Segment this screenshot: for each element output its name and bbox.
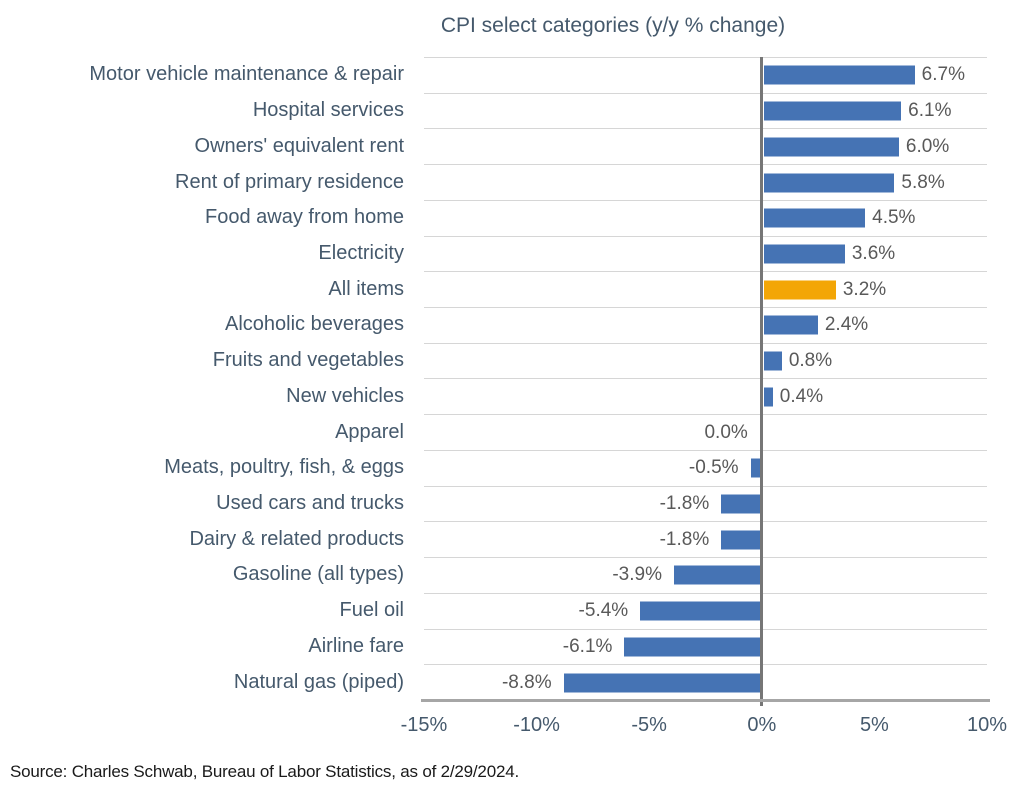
bar: [763, 351, 782, 371]
value-label: 6.7%: [921, 64, 965, 86]
zero-axis-line: [760, 57, 763, 706]
bar-row: -3.9%: [424, 557, 987, 593]
category-label: Used cars and trucks: [216, 491, 404, 514]
plot-area: 6.7% 6.1% 6.0% 5.8% 4.5% 3.6% 3.2% 2.4% 0.8% 0.4%…: [424, 57, 987, 700]
bar: [750, 458, 762, 478]
value-label: -6.1%: [562, 635, 613, 657]
bar: [640, 601, 762, 621]
value-label: 2.4%: [824, 314, 869, 336]
x-tick-label: -15%: [400, 714, 448, 736]
value-label: -8.8%: [501, 671, 552, 693]
bar-row: 3.2%: [424, 271, 987, 307]
bar: [721, 494, 762, 514]
bar: [763, 137, 899, 157]
bar-highlight: [763, 280, 836, 300]
value-label: -0.5%: [688, 457, 739, 479]
category-label: Fuel oil: [339, 599, 404, 622]
bar-row: -8.8%: [424, 664, 987, 700]
bar-row: 3.6%: [424, 235, 987, 272]
value-label: -1.8%: [659, 528, 710, 550]
x-tick-label: 5%: [859, 714, 889, 736]
value-label: 0.0%: [704, 421, 748, 443]
category-label: Rent of primary residence: [175, 170, 404, 193]
category-label: Motor vehicle maintenance & repair: [89, 63, 404, 86]
bar-row: 4.5%: [424, 199, 987, 236]
value-label: 0.8%: [788, 350, 833, 372]
bar-row: -1.8%: [424, 521, 987, 557]
bar-row: 2.4%: [424, 307, 987, 343]
value-label: -3.9%: [612, 564, 662, 586]
category-label: All items: [328, 277, 404, 300]
bar: [763, 208, 866, 228]
category-label: Airline fare: [308, 634, 404, 657]
chart-title: CPI select categories (y/y % change): [440, 14, 786, 37]
bar-row: 0.4%: [424, 378, 987, 414]
bar-row: -5.4%: [424, 592, 987, 629]
bar-row: 6.1%: [424, 92, 987, 129]
bar-row: -1.8%: [424, 485, 987, 522]
x-tick-label: 0%: [747, 714, 777, 736]
category-label: Meats, poultry, fish, & eggs: [164, 456, 404, 479]
category-label: Gasoline (all types): [232, 563, 404, 586]
bar: [763, 173, 895, 193]
category-label: Natural gas (piped): [233, 670, 404, 693]
x-tick-label: -5%: [631, 714, 667, 736]
bar-row: -0.5%: [424, 449, 987, 486]
bar-row: 6.0%: [424, 128, 987, 164]
value-label: 3.2%: [842, 278, 887, 300]
bar: [763, 244, 845, 264]
category-label: Alcoholic beverages: [225, 313, 404, 336]
value-label: 3.6%: [851, 242, 896, 264]
category-label: Fruits and vegetables: [212, 349, 404, 372]
bar: [721, 530, 762, 550]
category-label: Dairy & related products: [189, 527, 404, 550]
bar: [763, 101, 902, 121]
bar: [763, 315, 818, 335]
value-label: 0.4%: [779, 385, 824, 407]
category-label: Apparel: [335, 420, 404, 443]
category-label: Electricity: [318, 241, 404, 264]
x-tick-label: 10%: [966, 714, 1008, 736]
bar: [624, 637, 762, 657]
value-label: 6.0%: [905, 135, 950, 157]
value-label: 5.8%: [901, 171, 945, 193]
bar: [763, 387, 773, 407]
value-label: -5.4%: [578, 600, 629, 622]
category-label: Food away from home: [205, 206, 404, 229]
value-label: -1.8%: [659, 492, 710, 514]
bar: [673, 565, 762, 585]
category-label: Owners' equivalent rent: [194, 134, 404, 157]
value-label: 6.1%: [908, 100, 952, 122]
bar: [763, 65, 915, 85]
value-label: 4.5%: [872, 207, 916, 229]
x-axis-line: [421, 699, 990, 702]
bar: [563, 673, 762, 693]
category-label: New vehicles: [286, 384, 404, 407]
bar-row: 6.7%: [424, 57, 987, 93]
bar-row: -6.1%: [424, 628, 987, 665]
x-tick-label: -10%: [513, 714, 560, 736]
category-label: Hospital services: [252, 99, 404, 122]
bar-row: 0.0%: [424, 414, 987, 450]
bar-row: 5.8%: [424, 164, 987, 200]
source-note: Source: Charles Schwab, Bureau of Labor …: [10, 762, 519, 781]
category-axis: Motor vehicle maintenance & repair Hospit…: [0, 57, 404, 700]
bar-row: 0.8%: [424, 342, 987, 379]
